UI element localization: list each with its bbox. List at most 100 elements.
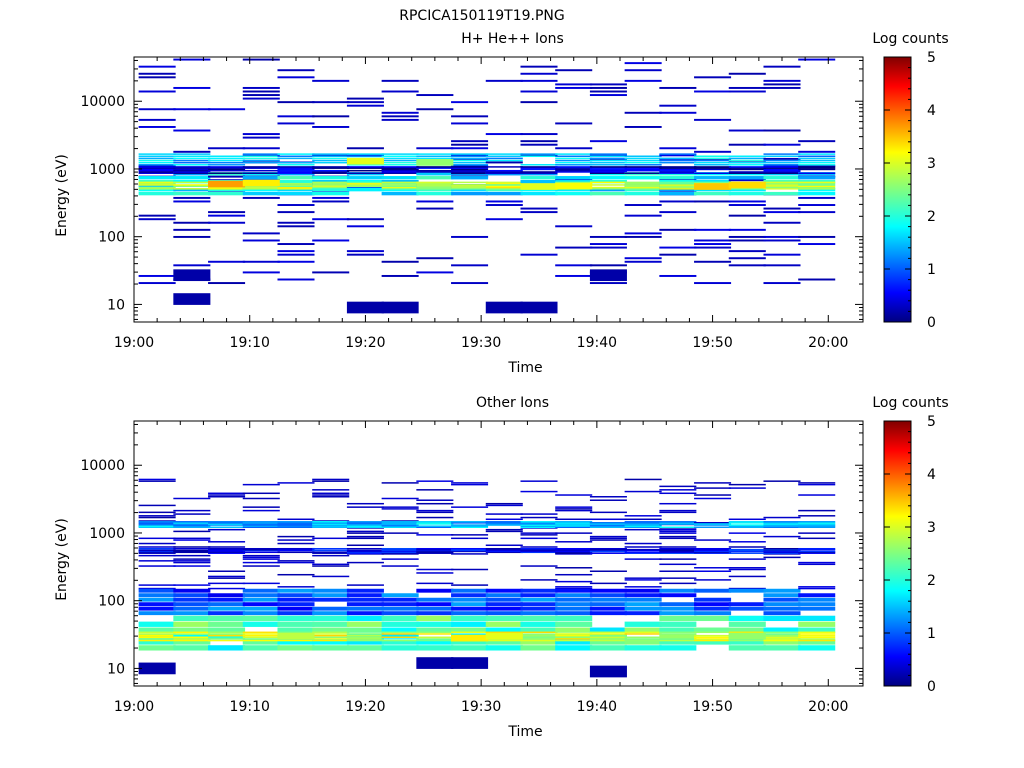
heatmap-cell xyxy=(694,567,732,569)
heatmap-cell xyxy=(728,526,766,529)
heatmap-cell xyxy=(555,547,593,550)
heatmap-cell xyxy=(138,155,176,158)
heatmap-cell xyxy=(694,524,732,526)
heatmap-cell xyxy=(451,482,489,484)
heatmap-cell xyxy=(659,511,697,514)
heatmap-cell xyxy=(242,161,280,164)
heatmap-cell xyxy=(555,541,593,543)
heatmap-cells xyxy=(138,478,836,678)
heatmap-cell xyxy=(346,522,384,524)
heatmap-cell xyxy=(555,164,593,166)
heatmap-cell xyxy=(451,165,489,167)
heatmap-cell xyxy=(728,172,766,174)
heatmap-cell xyxy=(763,253,801,256)
heatmap-cell xyxy=(381,482,419,484)
heatmap-cell xyxy=(346,523,384,525)
heatmap-cell xyxy=(555,639,593,645)
heatmap-cell xyxy=(659,588,697,593)
heatmap-cell xyxy=(624,490,662,493)
heatmap-cell xyxy=(208,188,246,190)
heatmap-cell xyxy=(485,185,523,187)
heatmap-cell xyxy=(416,166,454,168)
heatmap-cell xyxy=(138,65,176,68)
heatmap-cell xyxy=(138,172,176,174)
heatmap-cell xyxy=(416,645,454,651)
heatmap-cell xyxy=(728,606,766,611)
heatmap-cell xyxy=(312,186,350,189)
heatmap-cell xyxy=(138,108,176,111)
heatmap-cell xyxy=(346,627,384,633)
heatmap-cell xyxy=(312,154,350,157)
heatmap-cell xyxy=(589,235,627,238)
heatmap-cell xyxy=(208,155,246,158)
heatmap-cell xyxy=(451,188,489,190)
heatmap-cell xyxy=(555,153,593,155)
heatmap-cell xyxy=(173,584,211,586)
heatmap-cell xyxy=(416,185,454,187)
heatmap-cell xyxy=(485,157,523,160)
heatmap-cell xyxy=(520,627,558,633)
heatmap-cell xyxy=(208,521,246,523)
heatmap-cell xyxy=(208,606,246,611)
heatmap-cell xyxy=(763,188,801,190)
heatmap-cell xyxy=(138,606,176,611)
heatmap-cell xyxy=(694,487,732,489)
heatmap-cell xyxy=(277,639,315,645)
heatmap-cell xyxy=(416,611,454,616)
heatmap-cell xyxy=(589,90,627,93)
heatmap-cell xyxy=(659,530,697,533)
heatmap-cell xyxy=(798,561,836,564)
heatmap-cell xyxy=(659,558,697,560)
heatmap-cell xyxy=(138,549,176,552)
heatmap-cell xyxy=(242,639,280,645)
heatmap-cell xyxy=(381,633,419,635)
heatmap-cell xyxy=(659,532,697,534)
heatmap-cell xyxy=(138,478,176,481)
heatmap-cell xyxy=(242,548,280,551)
heatmap-cell xyxy=(624,515,662,517)
heatmap-cell xyxy=(277,523,315,525)
heatmap-cell xyxy=(694,246,732,249)
heatmap-cell xyxy=(381,168,419,171)
heatmap-cell xyxy=(555,509,593,512)
heatmap-cell xyxy=(416,639,454,642)
heatmap-cell xyxy=(451,191,489,196)
heatmap-cell xyxy=(763,159,801,162)
heatmap-cell xyxy=(416,200,454,203)
heatmap-cell xyxy=(173,523,211,525)
heatmap-cell xyxy=(173,184,211,186)
heatmap-cell xyxy=(485,166,523,168)
heatmap-cell xyxy=(555,494,593,496)
heatmap-cell xyxy=(173,551,211,554)
heatmap-cell xyxy=(208,108,246,111)
x-axis: 19:00 19:10 19:20 19:30 19:40 19:50 20:00 xyxy=(114,421,848,715)
heatmap-block xyxy=(589,269,627,282)
heatmap-cell xyxy=(242,157,280,160)
heatmap-cell xyxy=(381,506,419,508)
heatmap-cell xyxy=(589,548,627,551)
heatmap-cell xyxy=(589,83,627,86)
heatmap-cell xyxy=(138,218,176,221)
heatmap-cell xyxy=(277,549,315,552)
heatmap-cell xyxy=(381,547,419,550)
heatmap-cell xyxy=(242,636,280,639)
heatmap-cell xyxy=(589,602,627,607)
heatmap-cell xyxy=(763,611,801,616)
heatmap-cell xyxy=(346,602,384,607)
heatmap-cell xyxy=(277,153,315,155)
heatmap-cell xyxy=(728,483,766,486)
heatmap-cell xyxy=(694,552,732,554)
heatmap-cell xyxy=(763,282,801,285)
heatmap-cell xyxy=(659,552,697,554)
heatmap-cell xyxy=(659,86,697,89)
heatmap-cell xyxy=(728,168,766,171)
heatmap-cell xyxy=(694,521,732,524)
heatmap-cell xyxy=(346,502,384,505)
heatmap-cell xyxy=(451,101,489,104)
heatmap-cell xyxy=(798,166,836,168)
heatmap-cell xyxy=(589,171,627,173)
heatmap-cell xyxy=(485,218,523,221)
y-tick-label: 10 xyxy=(107,661,125,677)
heatmap-cell xyxy=(659,606,697,611)
heatmap-cell xyxy=(312,101,350,104)
